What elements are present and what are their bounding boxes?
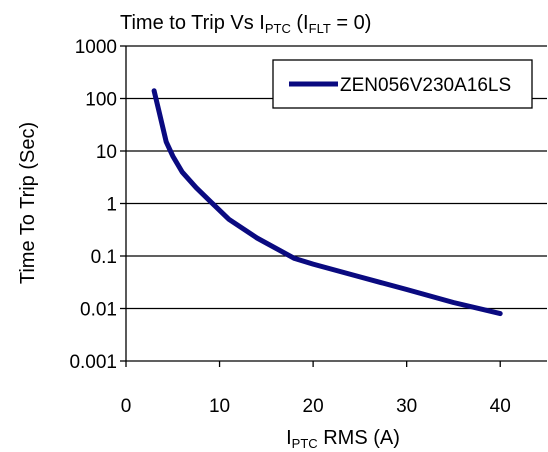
y-axis-label: Time To Trip (Sec) <box>17 122 39 284</box>
y-tick-label: 10 <box>96 142 117 163</box>
y-tick-label: 100 <box>85 90 117 111</box>
series-layer <box>151 88 503 317</box>
series-line <box>151 88 503 317</box>
y-tick-label: 1 <box>106 195 117 216</box>
x-tick-label: 10 <box>209 396 230 417</box>
x-tick-label: 40 <box>490 396 511 417</box>
y-tick-label: 0.1 <box>91 247 117 268</box>
legend: ZEN056V230A16LS <box>272 59 533 109</box>
y-tick-labels: 0.001 0.01 0.1 1 10 100 1000 <box>69 37 126 373</box>
chart-title: Time to Trip Vs IPTC (IFLT = 0) <box>120 12 371 36</box>
x-tick-labels: 0 10 20 30 40 <box>121 361 511 417</box>
y-tick-label: 1000 <box>75 37 117 58</box>
y-tick-label: 0.001 <box>69 352 117 373</box>
x-axis-label: IPTC RMS (A) <box>286 427 400 451</box>
x-tick-label: 0 <box>121 396 132 417</box>
x-tick-label: 20 <box>303 396 324 417</box>
x-tick-label: 30 <box>396 396 417 417</box>
y-tick-label: 0.01 <box>80 300 117 321</box>
legend-label: ZEN056V230A16LS <box>340 75 511 96</box>
